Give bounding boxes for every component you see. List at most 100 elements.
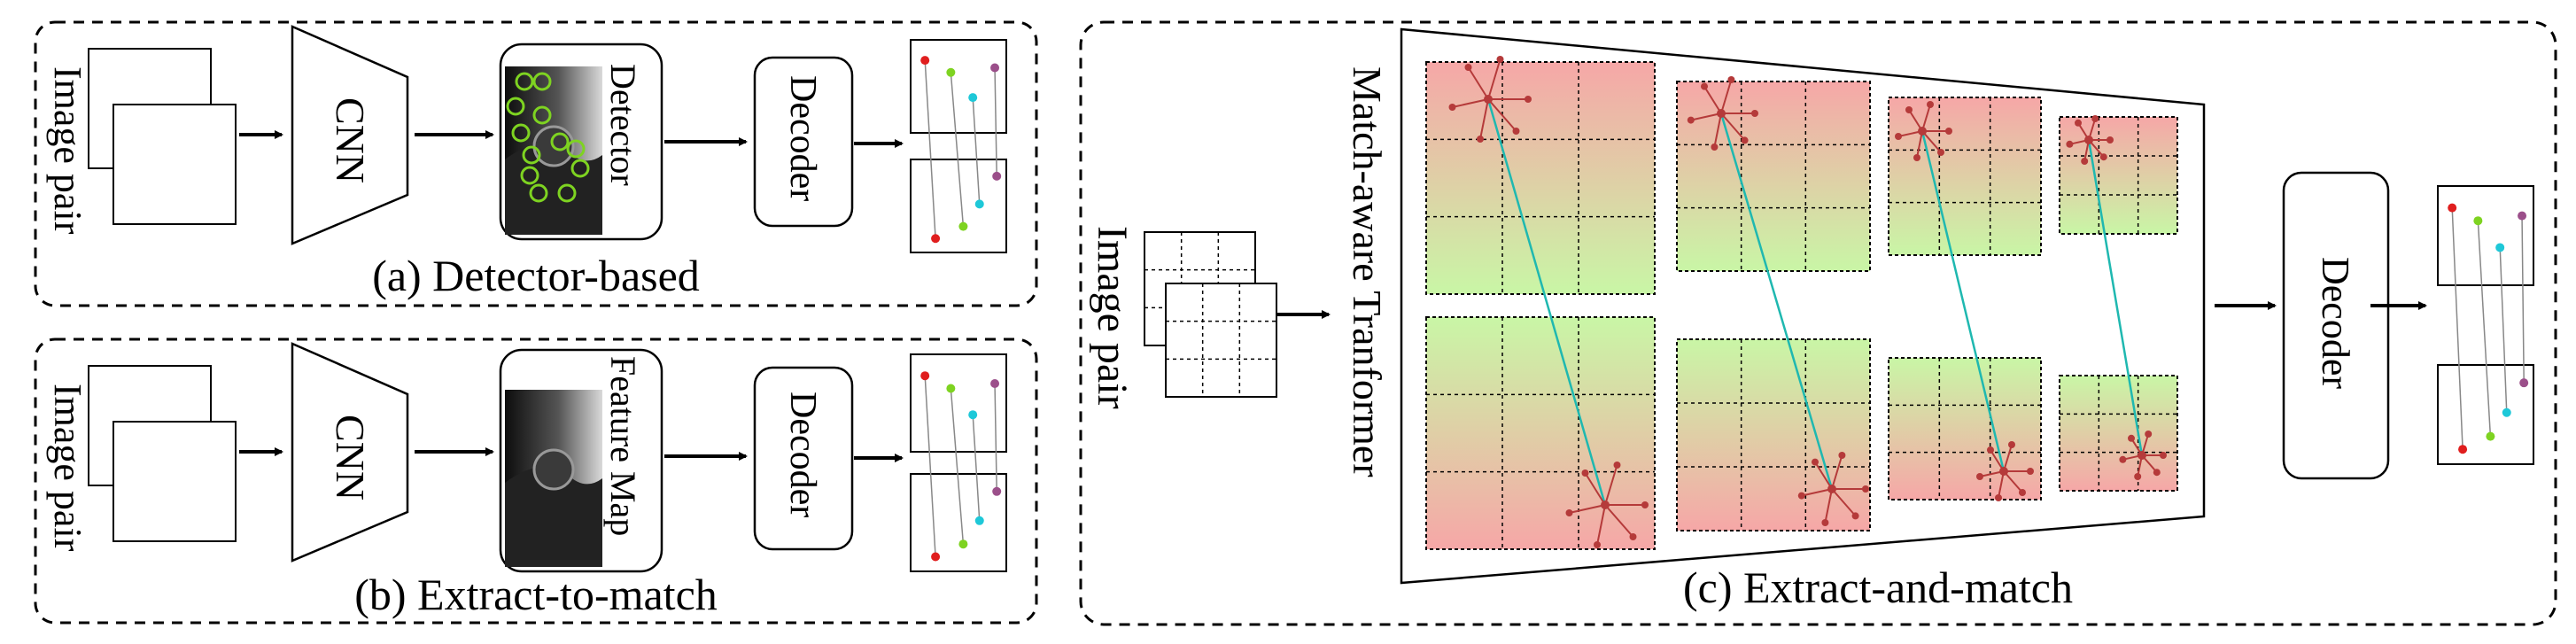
transformer-label: Match-aware Tranformer <box>1345 66 1390 477</box>
attention-edge <box>1831 488 1857 517</box>
attention-node <box>2027 468 2034 475</box>
attention-edge <box>2003 470 2023 493</box>
attention-edge <box>1596 504 1606 546</box>
match-point <box>2502 407 2511 417</box>
attention-node <box>1751 110 1758 117</box>
attention-node <box>1629 533 1637 540</box>
decoder-box <box>753 366 854 551</box>
attention-edge <box>1690 113 1722 121</box>
attention-node <box>1987 446 1994 454</box>
panel-a-caption: (a) Detector-based <box>372 251 700 300</box>
attention-node <box>2134 473 2142 480</box>
match-output <box>910 39 1007 253</box>
attention-node <box>1976 473 1983 480</box>
panel-b: Image pair CNN Feature Map Decoder (b) E… <box>34 338 1038 625</box>
cross-match-line <box>1719 113 1834 490</box>
keypoint <box>1484 95 1493 104</box>
match-line <box>994 383 997 492</box>
match-point <box>920 371 930 381</box>
attention-node <box>1581 469 1589 477</box>
detector-photo <box>505 66 602 235</box>
attention-node <box>1687 116 1695 124</box>
attention-node <box>1797 492 1805 500</box>
match-line <box>994 67 997 176</box>
attention-node <box>1995 494 2002 501</box>
detector-keypoints <box>506 72 590 203</box>
attention-node <box>1838 452 1846 459</box>
attention-edge <box>1720 79 1733 114</box>
match-point <box>974 199 984 209</box>
decoder-label: Decoder <box>782 392 823 517</box>
match-point <box>990 379 1000 388</box>
panel-a: Image pair CNN Detector Decoder (a) Dete… <box>34 20 1038 307</box>
attention-node <box>2128 434 2135 442</box>
attention-edge <box>1487 58 1501 100</box>
match-point <box>2519 378 2529 388</box>
panel-b-caption: (b) Extract-to-match <box>354 570 718 619</box>
panel-c: Image pair Match-aware Tranformer Decode… <box>1079 20 2557 626</box>
attention-edge <box>1831 454 1843 490</box>
match-image-top <box>910 39 1007 134</box>
attention-node <box>2008 441 2015 448</box>
cnn-encoder <box>291 25 409 245</box>
attention-node <box>1525 96 1532 103</box>
match-point <box>931 552 941 562</box>
match-point <box>946 67 956 77</box>
feature-pyramid <box>1425 56 2178 550</box>
match-point <box>974 516 984 525</box>
attention-edge <box>1814 462 1833 490</box>
attention-edge <box>1921 104 1931 132</box>
keypoint-ring <box>511 123 531 143</box>
attention-edge <box>1467 66 1489 100</box>
match-line <box>950 72 965 227</box>
attention-node <box>1895 133 1902 140</box>
keypoint-ring <box>557 183 577 203</box>
attention-edge <box>1921 130 1942 153</box>
feature-grid <box>1888 357 2042 500</box>
attention-node <box>2081 158 2089 165</box>
feature-grid <box>1425 61 1656 295</box>
panel-c-border <box>1079 20 2557 626</box>
image-pair-grids <box>1144 231 1277 398</box>
attention-node <box>2099 153 2107 161</box>
attention-node <box>1727 76 1735 83</box>
attention-node <box>1821 519 1829 526</box>
keypoint-ring <box>570 159 590 178</box>
panel-a-input-label: Image pair <box>46 66 89 235</box>
feature-grid <box>1425 316 1656 550</box>
attention-edge <box>1720 113 1746 142</box>
attention-edge <box>1584 472 1606 506</box>
match-point <box>2448 203 2457 213</box>
feature-grid <box>1676 338 1871 531</box>
match-output <box>910 353 1007 572</box>
match-line <box>2521 215 2525 384</box>
match-point <box>2518 211 2527 221</box>
attention-node <box>1937 149 1944 156</box>
attention-edge <box>1801 488 1833 497</box>
attention-node <box>2075 119 2082 127</box>
match-point <box>968 93 978 103</box>
match-image-top <box>910 353 1007 453</box>
attention-edge <box>1703 86 1722 114</box>
match-point <box>920 56 930 66</box>
attention-node <box>1512 128 1520 135</box>
feature-grid <box>1676 81 1871 272</box>
attention-node <box>1711 144 1719 151</box>
keypoint <box>1717 109 1726 118</box>
keypoint <box>1999 467 2008 476</box>
attention-node <box>1496 56 1504 63</box>
match-point <box>2473 216 2483 226</box>
attention-edge <box>1569 504 1606 514</box>
attention-node <box>1851 512 1859 520</box>
decoder-box <box>753 56 854 228</box>
match-line <box>972 415 981 521</box>
keypoint-ring <box>532 105 552 125</box>
match-line <box>950 388 965 545</box>
image-front <box>113 104 237 225</box>
match-line <box>972 97 981 205</box>
match-line <box>2451 207 2463 450</box>
attention-node <box>1464 64 1472 71</box>
attention-node <box>1641 501 1649 508</box>
